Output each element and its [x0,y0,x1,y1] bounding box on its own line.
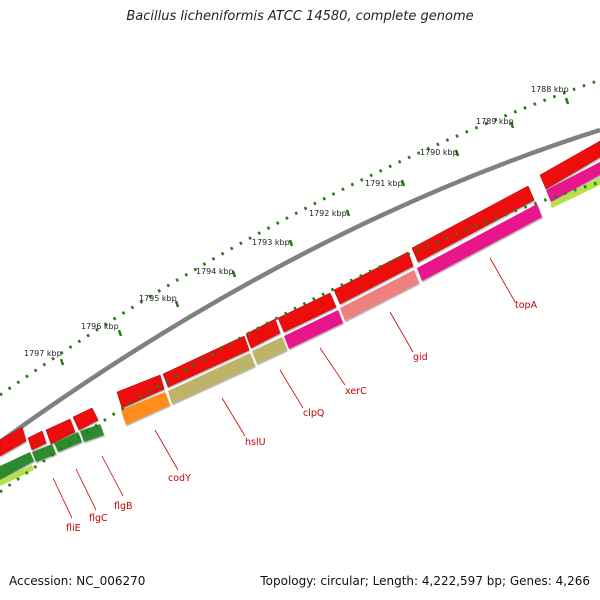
category-block [417,204,542,281]
category-block [284,310,343,349]
cds-arrow [45,418,76,445]
category-block [80,424,104,442]
category-block [0,465,34,486]
cds-arrow [162,335,250,388]
category-band [0,162,600,480]
cds-arrow [333,251,414,305]
forward-strand-features [0,140,600,457]
cds-arrow [27,430,47,451]
category-block [340,270,419,321]
cds-arrow [116,374,165,409]
cds-arrow [411,185,535,263]
cds-arrow [277,292,337,333]
category-block [168,353,255,404]
scale-labels: 1788 kbp 1789 kbp 1790 kbp 1791 kbp 1792… [24,85,570,366]
secondary-band [0,177,600,486]
gene-label-xerC: xerC [345,386,367,397]
gene-label-hslU: hslU [245,437,266,448]
gene-label-gid: gid [413,352,428,363]
category-block [252,337,287,364]
scale-ring [0,78,600,397]
inner-scale-ring [0,180,600,494]
scale-label: 1793 kbp [252,238,290,247]
scale-label: 1790 kbp [420,148,458,157]
map-title: Bacillus licheniformis ATCC 14580, compl… [126,9,474,24]
gene-label-codY: codY [168,473,191,484]
cds-arrow [72,407,99,431]
category-block [32,444,56,462]
scale-label: 1795 kbp [139,294,177,303]
category-block [546,162,600,202]
category-block [0,452,34,480]
gene-labels: topA gid xerC clpQ hslU codY flgB flgC f… [52,257,538,534]
backbone [0,127,600,444]
scale-label: 1791 kbp [365,179,403,188]
cds-arrow [0,426,27,457]
gene-label-flgC: flgC [89,513,108,524]
gene-label-flgB: flgB [114,501,133,512]
gene-label-topA: topA [515,300,538,311]
gene-label-clpQ: clpQ [303,408,324,419]
scale-label: 1789 kbp [476,117,514,126]
scale-label: 1796 kbp [81,322,119,331]
cds-arrow [539,140,600,190]
scale-label: 1797 kbp [24,349,62,358]
cds-arrow [245,318,281,349]
accession-label: Accession: NC_006270 [9,574,146,588]
category-block [54,432,82,452]
category-block [550,177,600,208]
scale-label: 1788 kbp [531,85,569,94]
category-block [121,392,170,425]
genome-summary: Topology: circular; Length: 4,222,597 bp… [260,574,590,588]
scale-label: 1792 kbp [309,209,347,218]
gene-label-fliE: fliE [66,523,81,534]
scale-label: 1794 kbp [196,267,234,276]
